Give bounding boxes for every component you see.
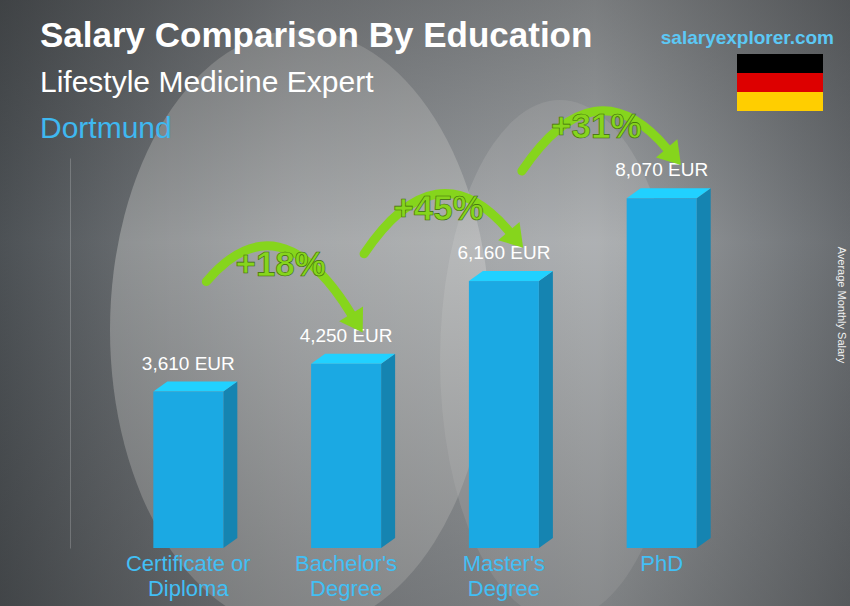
background [0, 0, 850, 606]
arrow-head [498, 222, 534, 257]
bar-side [539, 271, 553, 548]
y-axis [70, 159, 71, 549]
bar [311, 364, 381, 548]
bar-side [381, 354, 395, 548]
annotation: +45% [393, 188, 484, 227]
bar-top [153, 382, 237, 392]
flag [737, 54, 823, 73]
source: salaryexplorer.com [661, 27, 834, 48]
axis-line [70, 159, 71, 549]
data-label: 8,070 EUR [615, 159, 708, 180]
category-label: Master'sDegree [463, 551, 545, 601]
bar-group [627, 188, 711, 548]
bar-group [311, 354, 395, 548]
flag [737, 73, 823, 92]
category-label: Bachelor'sDegree [295, 551, 397, 601]
axis-title: Average Monthly Salary [836, 247, 848, 364]
bar-top [311, 354, 395, 364]
bars [153, 188, 710, 548]
arrow-head [339, 306, 374, 339]
data-label: 6,160 EUR [457, 242, 550, 263]
chart: 3,610 EUR 4,250 EUR 6,160 EUR 8,070 EUR +18%… [0, 0, 850, 606]
bar-side [697, 188, 711, 548]
bar-top [469, 271, 553, 281]
bar [153, 392, 223, 548]
data-label: 4,250 EUR [300, 325, 393, 346]
category-label: PhD [640, 551, 683, 576]
arrow-head [656, 139, 692, 174]
category-label: Certificate orDiploma [126, 551, 251, 601]
bar [469, 281, 539, 548]
data-label: 3,610 EUR [142, 353, 235, 374]
location: Dortmund [40, 111, 172, 144]
annotation: +31% [551, 106, 642, 145]
bar-top [627, 188, 711, 198]
annotation: +18% [235, 244, 326, 283]
bar-side [223, 382, 237, 548]
bar [627, 198, 697, 548]
bar-group [153, 382, 237, 548]
flag [737, 92, 823, 111]
title: Salary Comparison By Education [40, 15, 592, 54]
bar-group [469, 271, 553, 548]
subtitle: Lifestyle Medicine Expert [40, 65, 374, 98]
background-shade [0, 0, 850, 606]
